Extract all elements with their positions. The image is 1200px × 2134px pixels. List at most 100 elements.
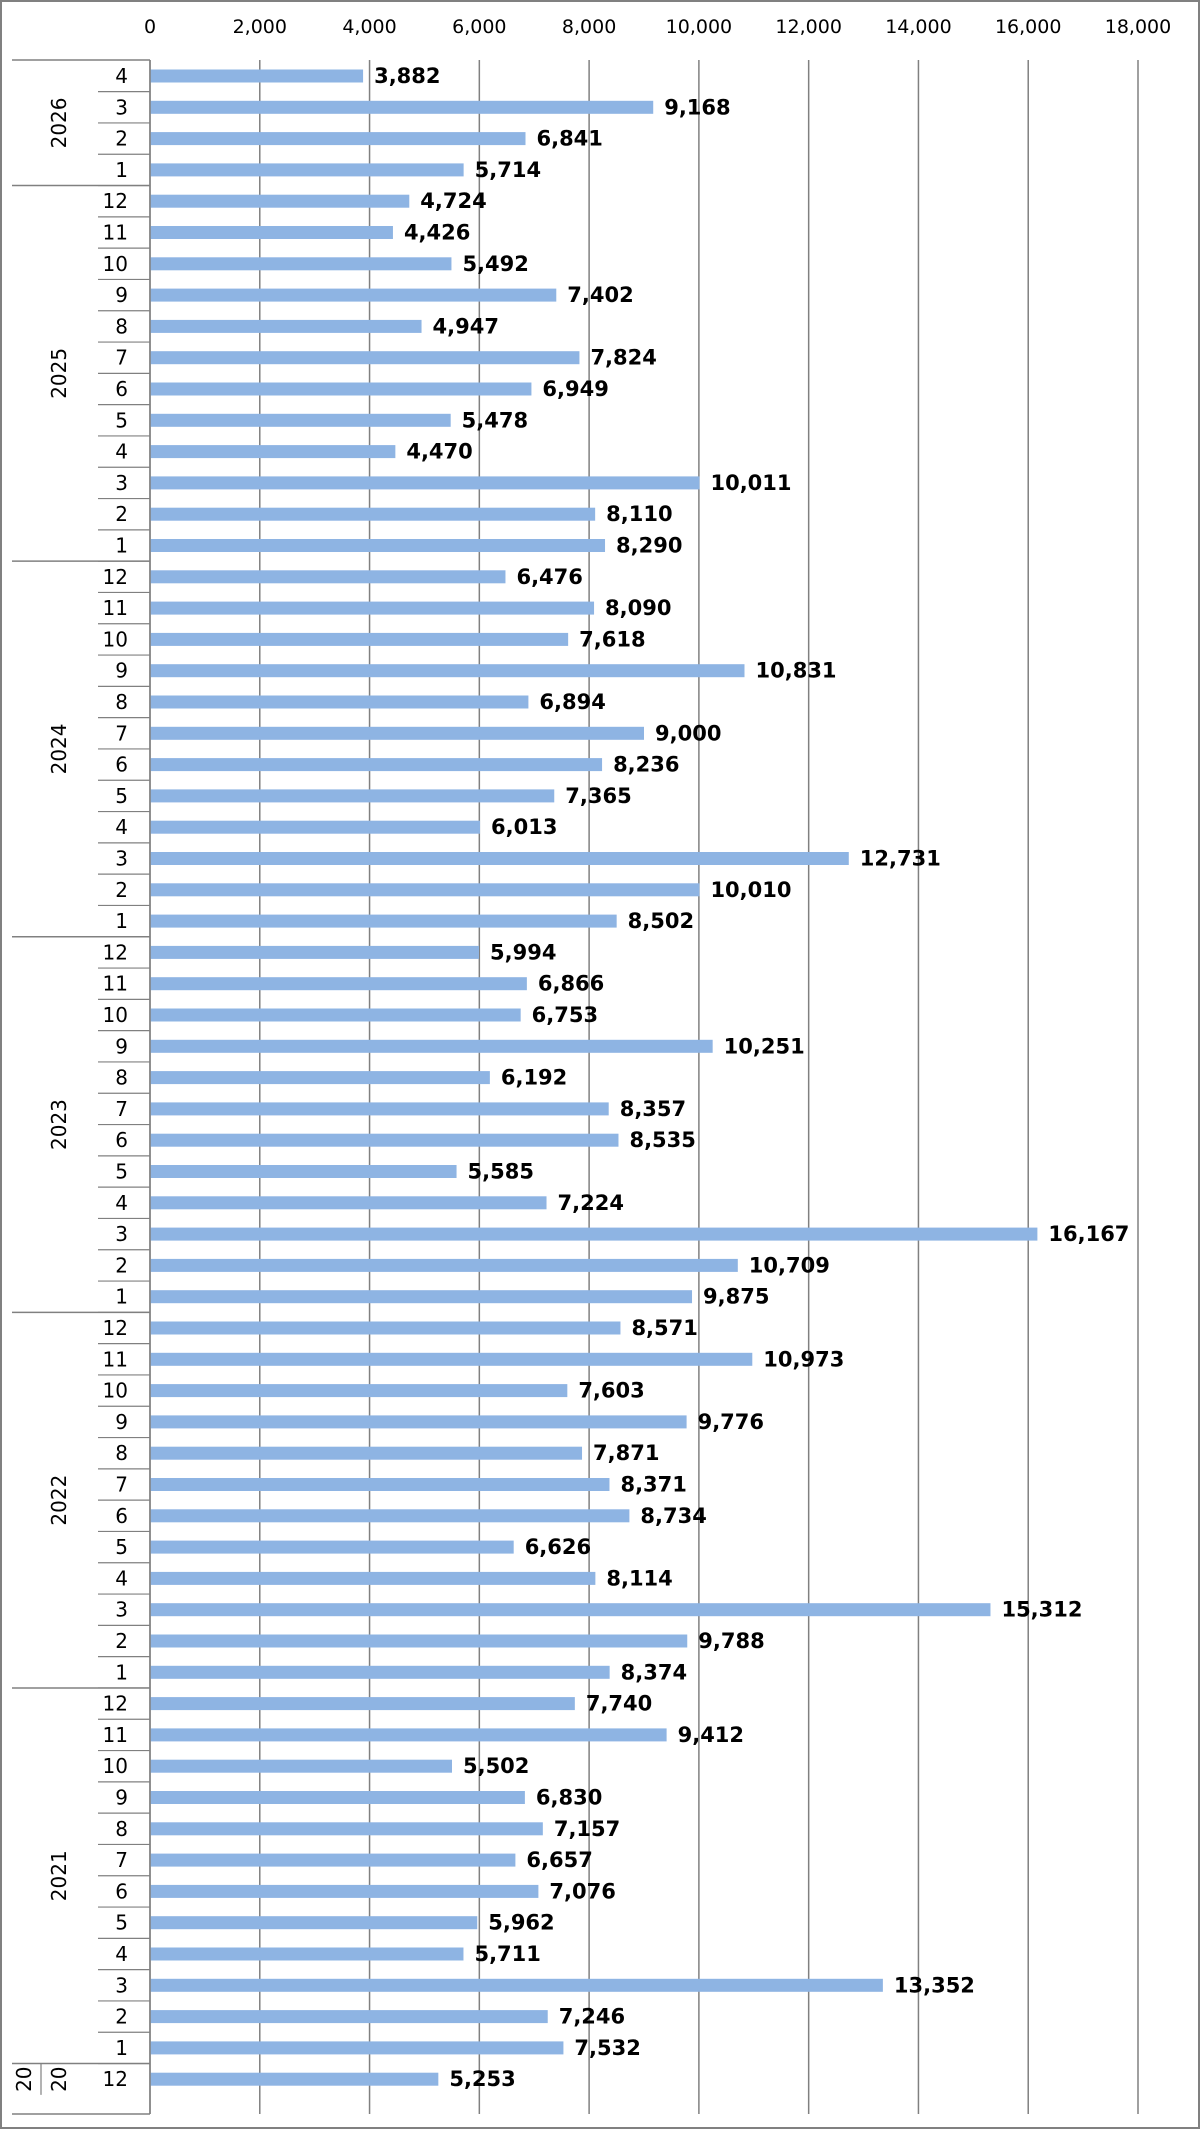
bar-2021-9 xyxy=(150,1791,525,1804)
month-label: 10 xyxy=(103,627,128,651)
data-label: 8,535 xyxy=(629,1128,695,1152)
month-label: 4 xyxy=(115,1942,128,1966)
month-label: 10 xyxy=(103,1379,128,1403)
data-label: 5,253 xyxy=(449,2067,515,2091)
month-label: 5 xyxy=(115,784,128,808)
month-label: 9 xyxy=(115,1786,128,1810)
bar-2026-2 xyxy=(150,132,526,146)
data-label: 8,502 xyxy=(628,909,694,933)
month-label: 5 xyxy=(115,1911,128,1935)
bar-2022-2 xyxy=(150,1634,688,1648)
data-label: 5,478 xyxy=(462,408,528,432)
data-label: 6,949 xyxy=(542,377,608,401)
month-label: 11 xyxy=(103,221,128,245)
data-label: 7,618 xyxy=(579,627,645,651)
bar-2025-8 xyxy=(150,319,422,333)
year-label: 2023 xyxy=(47,1099,71,1150)
bar-2025-3 xyxy=(150,476,700,490)
month-label: 8 xyxy=(115,314,128,338)
bar-2022-11 xyxy=(150,1352,753,1366)
bar-2021-12 xyxy=(150,1697,575,1711)
month-label: 12 xyxy=(103,940,128,964)
month-label: 10 xyxy=(103,1754,128,1778)
bar-2023-3 xyxy=(150,1227,1038,1241)
month-label: 7 xyxy=(115,1848,128,1872)
data-label: 9,788 xyxy=(698,1629,764,1653)
bar-2024-8 xyxy=(150,695,529,709)
month-label: 2 xyxy=(115,1253,128,1277)
bar-2023-11 xyxy=(150,977,527,991)
data-label: 6,192 xyxy=(501,1066,567,1090)
month-label: 3 xyxy=(115,1222,128,1246)
bar-2023-7 xyxy=(150,1102,609,1116)
month-label: 8 xyxy=(115,1066,128,1090)
bar-2022-5 xyxy=(150,1540,514,1554)
x-tick-label: 8,000 xyxy=(562,16,616,38)
data-label: 8,114 xyxy=(606,1566,672,1590)
month-label: 12 xyxy=(103,2067,128,2091)
x-tick-label: 6,000 xyxy=(452,16,506,38)
bar-2023-9 xyxy=(150,1039,713,1053)
bar-2025-12 xyxy=(150,194,410,208)
month-label: 8 xyxy=(115,690,128,714)
bars xyxy=(150,69,1038,2086)
x-tick-label: 14,000 xyxy=(885,16,951,38)
data-label: 15,312 xyxy=(1001,1598,1082,1622)
month-label: 1 xyxy=(115,1660,128,1684)
data-label: 4,947 xyxy=(433,314,499,338)
data-label: 10,973 xyxy=(763,1347,844,1371)
month-label: 11 xyxy=(103,596,128,620)
month-label: 5 xyxy=(115,1160,128,1184)
bar-2023-1 xyxy=(150,1290,693,1304)
data-label: 9,168 xyxy=(664,95,730,119)
bar-2022-7 xyxy=(150,1478,610,1491)
month-label: 5 xyxy=(115,408,128,432)
bar-2022-6 xyxy=(150,1509,630,1523)
x-axis-ticks: 0 2,000 4,000 6,000 8,000 10,000 12,000 14,000 1… xyxy=(144,16,1171,38)
month-label: 7 xyxy=(115,346,128,370)
data-label: 10,251 xyxy=(724,1034,805,1058)
data-label: 8,090 xyxy=(605,596,671,620)
year-label: 20 xyxy=(12,2066,36,2091)
month-label: 7 xyxy=(115,1097,128,1121)
month-label: 3 xyxy=(115,95,128,119)
data-label: 8,110 xyxy=(606,502,672,526)
data-label: 7,740 xyxy=(586,1692,652,1716)
month-label: 3 xyxy=(115,471,128,495)
month-label: 4 xyxy=(115,1191,128,1215)
data-label: 7,246 xyxy=(559,2005,625,2029)
bar-2025-1 xyxy=(150,539,606,552)
bar-2021-11 xyxy=(150,1728,667,1742)
data-label: 16,167 xyxy=(1048,1222,1129,1246)
bar-2022-8 xyxy=(150,1446,583,1460)
month-label: 2 xyxy=(115,1629,128,1653)
x-tick-label: 4,000 xyxy=(342,16,396,38)
bar-2021-7 xyxy=(150,1853,516,1867)
bar-2022-3 xyxy=(150,1603,991,1617)
year-label: 2021 xyxy=(47,1850,71,1901)
bar-2025-11 xyxy=(150,226,393,239)
bar-2025-6 xyxy=(150,382,532,396)
data-label: 7,365 xyxy=(565,784,631,808)
data-label: 5,711 xyxy=(474,1942,540,1966)
data-label: 12,731 xyxy=(860,847,941,871)
data-label: 6,013 xyxy=(491,815,557,839)
x-tick-label: 16,000 xyxy=(995,16,1061,38)
month-label: 1 xyxy=(115,534,128,558)
bar-2025-4 xyxy=(150,445,396,459)
data-label: 8,371 xyxy=(620,1473,686,1497)
month-label: 5 xyxy=(115,1535,128,1559)
month-label: 4 xyxy=(115,64,128,88)
bar-2024-4 xyxy=(150,820,481,834)
data-labels: 3,882 9,168 6,841 5,714 4,724 4,426 5,492 7,402… xyxy=(374,64,1129,2091)
data-label: 8,734 xyxy=(640,1504,706,1528)
x-tick-label: 2,000 xyxy=(233,16,287,38)
month-label: 12 xyxy=(103,565,128,589)
bar-2024-12 xyxy=(150,570,506,584)
data-label: 7,532 xyxy=(574,2036,640,2060)
month-label: 1 xyxy=(115,158,128,182)
data-label: 10,709 xyxy=(749,1253,830,1277)
bar-2023-5 xyxy=(150,1165,457,1178)
month-label: 2 xyxy=(115,878,128,902)
